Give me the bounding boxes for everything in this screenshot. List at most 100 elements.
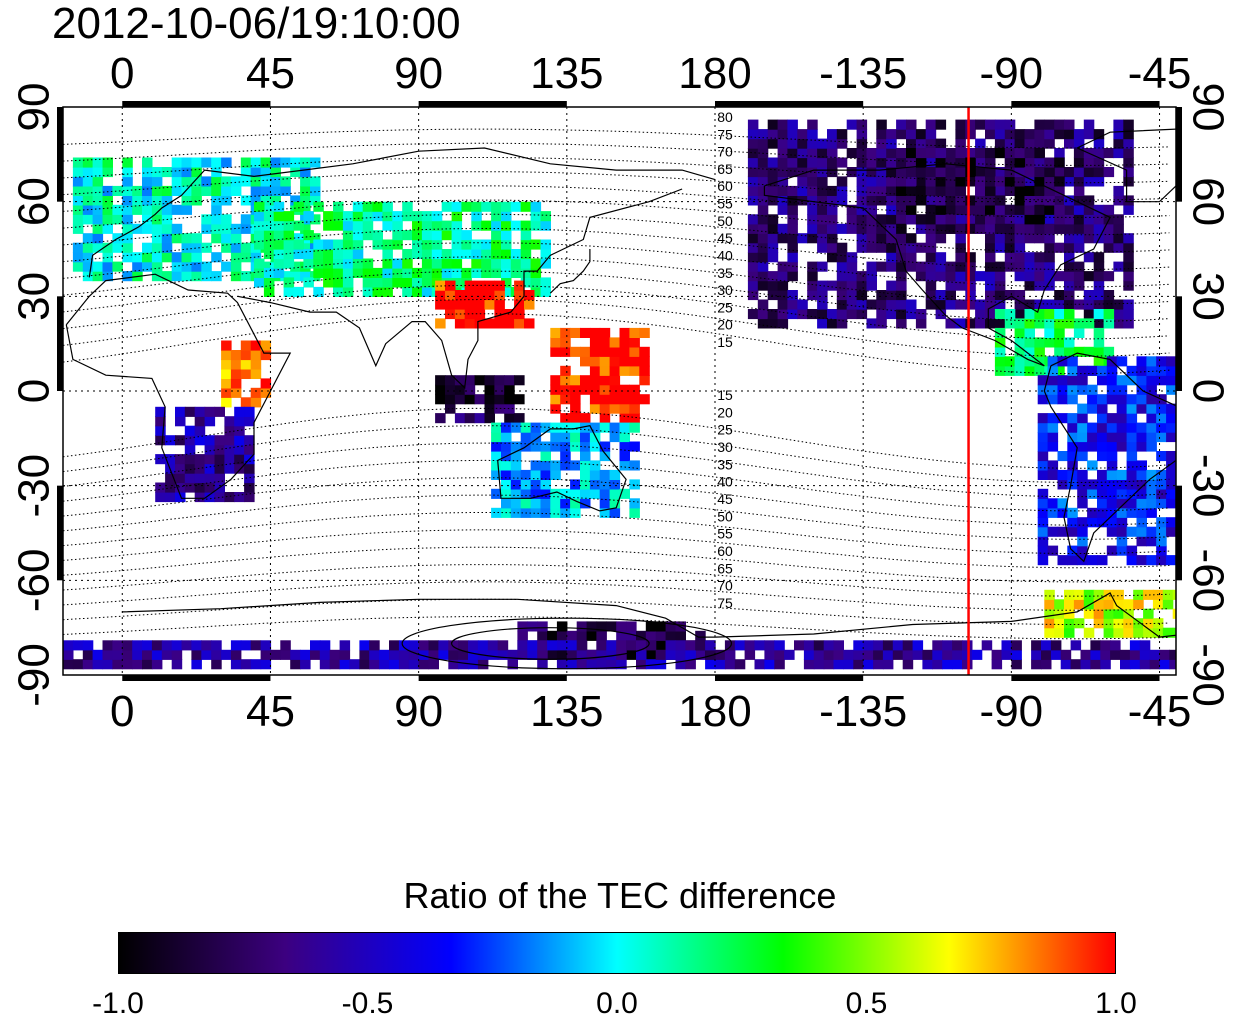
heat-cell [408, 640, 420, 651]
heat-cell [629, 337, 640, 348]
heat-cell [1024, 252, 1035, 263]
axis-bar-top [122, 101, 271, 107]
heat-cell [72, 214, 84, 225]
heat-cell [626, 649, 637, 660]
heat-cell [570, 327, 581, 338]
heat-cell [359, 640, 370, 651]
heat-cell [102, 223, 113, 234]
heat-cell [757, 129, 769, 140]
heat-cell [1106, 498, 1118, 509]
heat-cell [468, 640, 479, 651]
heat-cell [1083, 195, 1095, 206]
heat-cell [629, 356, 640, 367]
heat-cell [827, 129, 838, 140]
heat-cell [1103, 589, 1115, 600]
heat-cell [882, 640, 894, 651]
heat-cell [402, 286, 413, 297]
heat-cell [161, 185, 173, 196]
heat-cell [896, 261, 907, 272]
heat-cell [1146, 365, 1157, 376]
heat-cell [1146, 507, 1157, 518]
heat-cell [1077, 479, 1088, 490]
heat-cell [1073, 138, 1085, 149]
heat-cell [132, 640, 143, 651]
heat-cell [441, 267, 453, 278]
heat-cell [856, 271, 868, 282]
heat-cell [194, 416, 206, 427]
heat-cell [994, 271, 1006, 282]
heat-cell [856, 280, 868, 291]
contour-label: 65 [717, 560, 733, 576]
heat-cell [619, 488, 630, 499]
heat-cell [372, 286, 383, 297]
heat-cell [1126, 441, 1138, 452]
heat-cell [1077, 517, 1088, 528]
heat-cell [501, 488, 512, 499]
heat-cell [886, 185, 897, 196]
heat-cell [797, 129, 808, 140]
heat-cell [846, 290, 858, 301]
heat-cell [896, 157, 907, 168]
heat-cell [441, 230, 453, 241]
heat-cell [915, 242, 927, 253]
heat-cell [392, 211, 403, 222]
heat-cell [955, 214, 966, 225]
heat-cell [787, 261, 798, 272]
heat-cell [454, 299, 466, 310]
heat-cell [866, 148, 877, 159]
heat-cell [1097, 498, 1108, 509]
heat-cell [807, 176, 818, 187]
heat-cell [421, 239, 433, 250]
contour-pole-loop [450, 627, 650, 660]
heat-cell [1031, 640, 1042, 651]
heat-cell [817, 148, 828, 159]
heat-cell [1047, 432, 1059, 443]
heat-cell [510, 479, 522, 490]
heat-cell [520, 249, 532, 260]
heat-cell [827, 148, 838, 159]
heat-cell [896, 299, 907, 310]
heat-cell [290, 167, 301, 178]
heat-cell [240, 350, 252, 361]
heat-cell [1004, 356, 1016, 367]
heat-cell [1037, 498, 1049, 509]
heat-cell [221, 340, 232, 351]
heat-cell [303, 258, 314, 269]
heat-cell [494, 394, 505, 405]
heat-cell [925, 242, 937, 253]
heat-cell [280, 649, 291, 660]
heat-cell [494, 318, 505, 329]
contour-label: 35 [717, 265, 733, 281]
heat-cell [906, 204, 917, 215]
contour-line [63, 298, 1170, 357]
heat-cell [310, 214, 321, 225]
heat-cell [787, 309, 798, 320]
heat-cell [843, 659, 854, 670]
heat-cell [985, 223, 996, 234]
heat-cell [1106, 545, 1118, 556]
heat-cell [886, 223, 897, 234]
heat-cell [629, 479, 640, 490]
heat-cell [1087, 384, 1098, 395]
heat-cell [906, 261, 917, 272]
heat-cell [866, 176, 877, 187]
heat-cell [362, 286, 374, 297]
heat-cell [1044, 233, 1055, 244]
heat-cell [501, 286, 512, 297]
heat-cell [244, 482, 255, 493]
heat-cell [856, 299, 868, 310]
heat-cell [82, 261, 94, 272]
axis-bar-bottom [418, 675, 567, 681]
heat-cell [1014, 318, 1026, 329]
heat-cell [817, 167, 828, 178]
heat-cell [454, 318, 466, 329]
heat-cell [151, 233, 163, 244]
heat-cell [866, 318, 877, 329]
heat-cell [214, 463, 225, 474]
heat-cell [1097, 375, 1108, 386]
heat-cell [599, 375, 611, 386]
heat-cell [1097, 394, 1108, 405]
heat-cell [856, 148, 868, 159]
heat-cell [787, 129, 798, 140]
heat-cell [155, 435, 166, 446]
